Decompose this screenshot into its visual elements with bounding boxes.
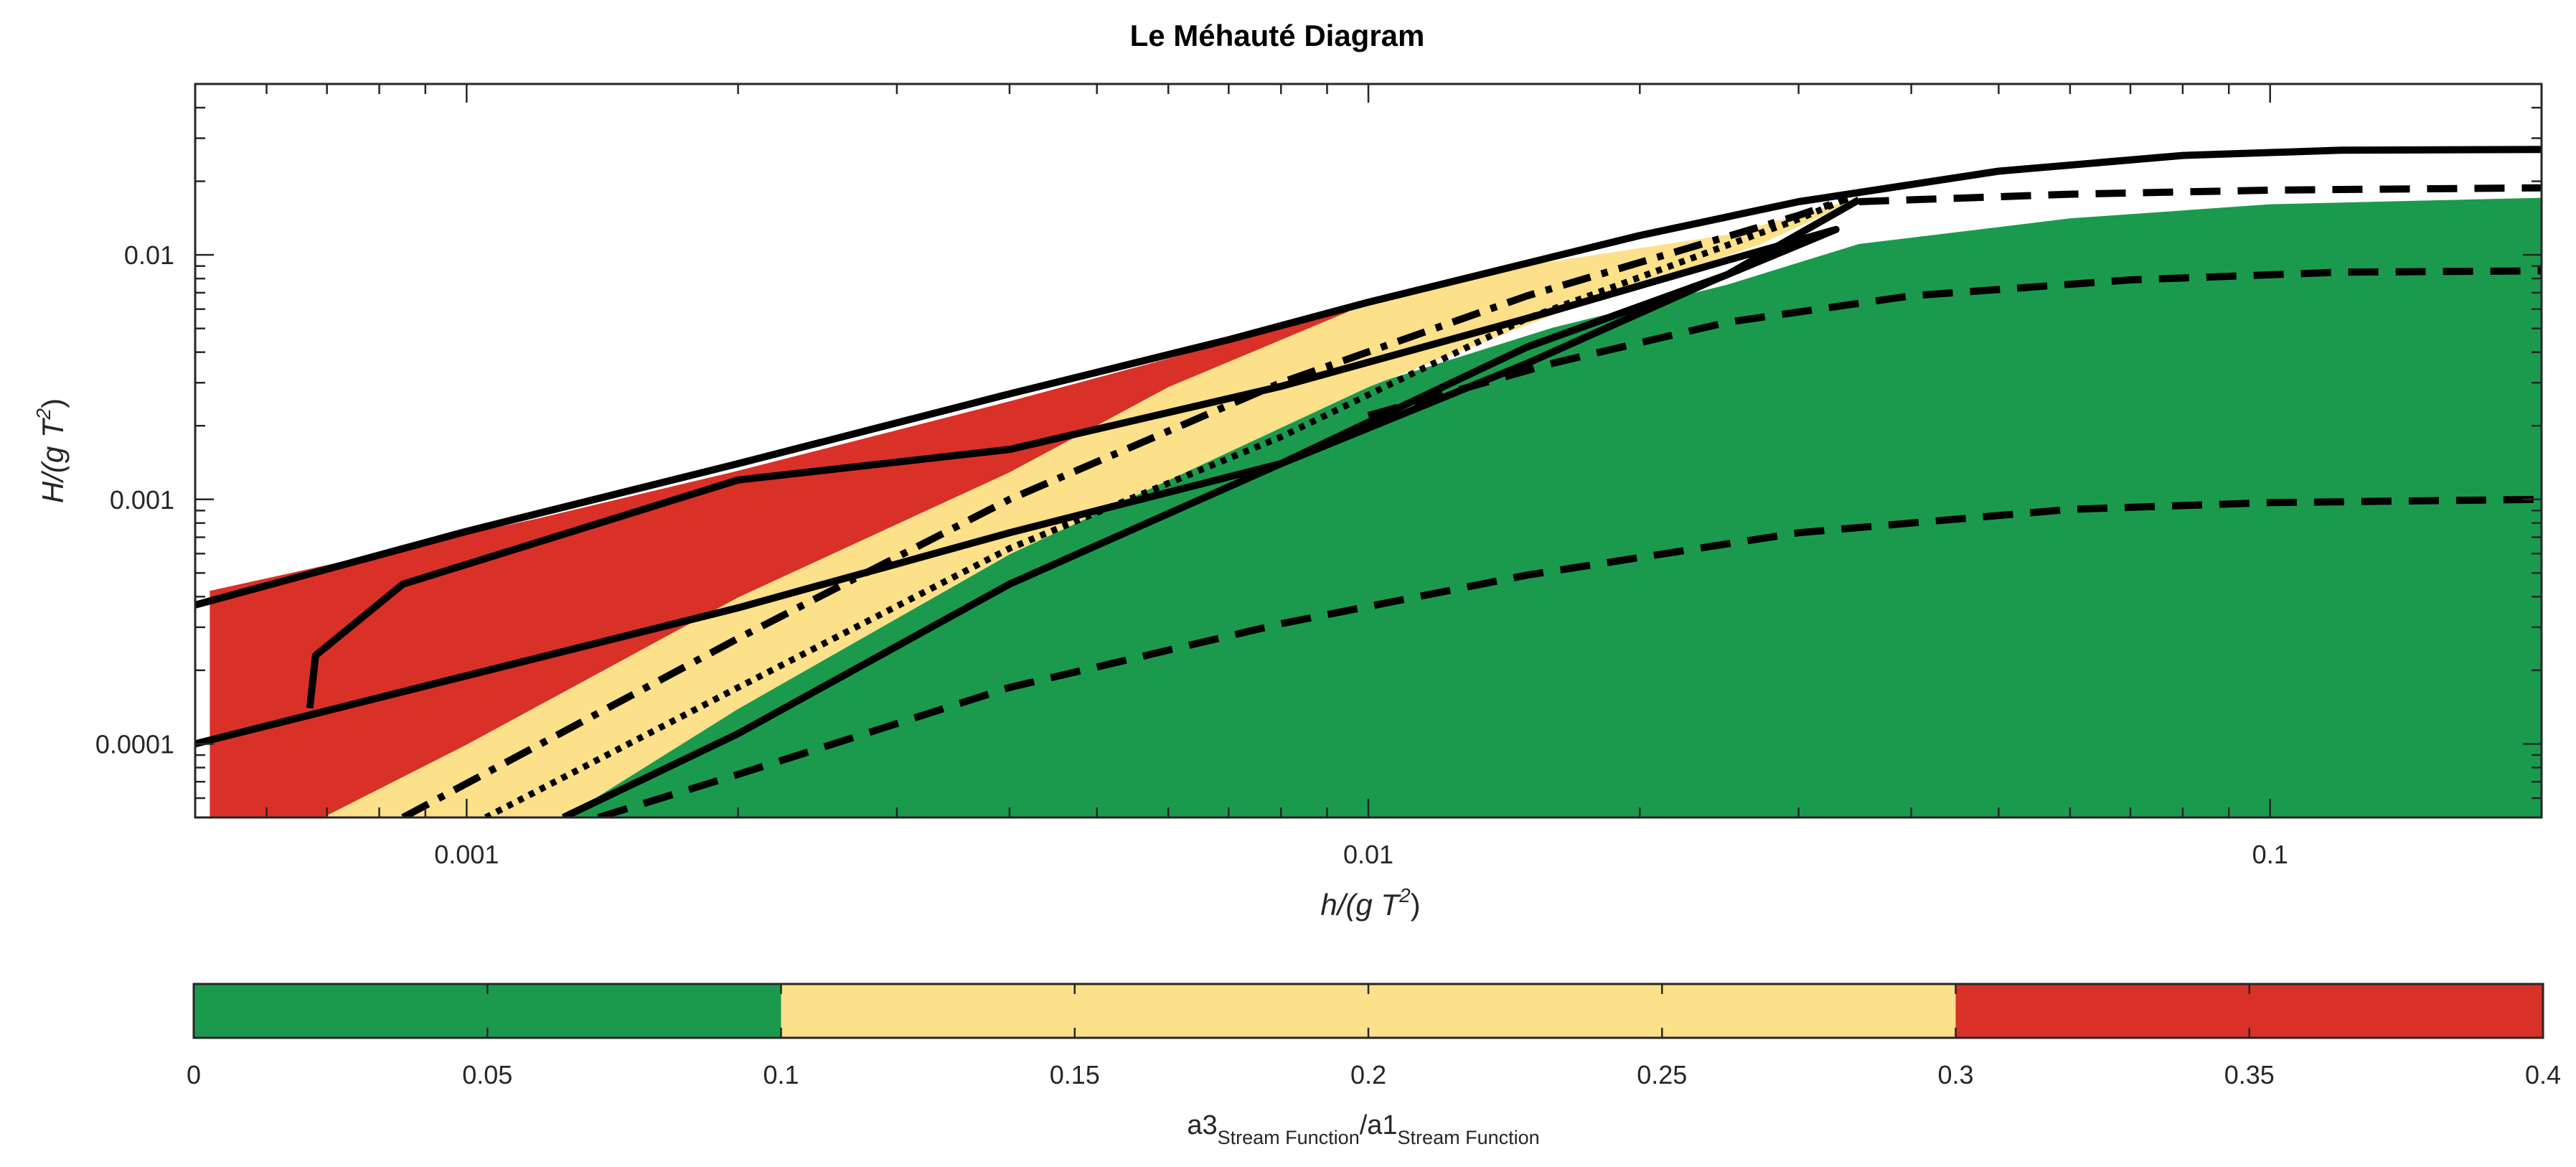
colorbar-tick-label: 0.05 [462,1060,512,1089]
x-axis-title: h/(g T2) [1320,884,1420,922]
chart-title: Le Méhauté Diagram [1130,19,1425,52]
colorbar-label: a3Stream Function/a1Stream Function [1187,1110,1539,1148]
colorbar-label-slash: /a1 [1360,1110,1398,1140]
colorbar-tick-label: 0.4 [2525,1060,2561,1089]
solid-diagonal [561,197,1861,817]
x-tick-label: 0.001 [434,840,499,869]
axis-tick-labels: 0.001 0.01 0.1 0.0001 0.001 0.01 [95,240,2288,869]
dashed-contour-3 [597,495,2542,817]
x-axis-title-end: ) [1411,888,1421,922]
dashed-contour-1 [1858,184,2542,205]
y-axis-title-base: H/(g T [36,417,70,503]
colorbar-ticks: 0 0.05 0.1 0.15 0.2 0.25 0.3 0.35 0.4 [187,984,2561,1089]
colorbar-label-b-sub: Stream Function [1398,1127,1540,1148]
y-tick-label: 0.01 [124,240,174,270]
colorbar-tick-label: 0.2 [1350,1060,1386,1089]
curves-layer [195,146,2542,817]
colorbar-tick-label: 0.1 [763,1060,799,1089]
dotted-boundary [484,195,1849,817]
y-axis-title: H/(g T2) [32,398,70,503]
colorbar-label-a: a3 [1187,1110,1217,1140]
y-tick-label: 0.0001 [95,729,174,759]
x-tick-label: 0.1 [2252,840,2288,869]
colorbar-label-a-sub: Stream Function [1218,1127,1360,1148]
y-axis-title-sup: 2 [32,408,55,420]
breaking-limit [195,146,2542,609]
dashed-contour-2 [1367,267,2542,419]
y-axis-title-end: ) [36,398,70,408]
y-tick-label: 0.001 [110,485,174,515]
colorbar-tick-label: 0.35 [2224,1060,2275,1089]
dash-dot-boundary [401,194,1849,817]
x-tick-label: 0.01 [1343,840,1393,869]
colorbar-tick-label: 0.15 [1050,1060,1100,1089]
x-axis-title-sup: 2 [1399,884,1411,906]
axis-ticks [194,83,2543,819]
colorbar-tick-label: 0.25 [1637,1060,1687,1089]
colorbar-tick-label: 0.3 [1937,1060,1973,1089]
colorbar-tick-label: 0 [187,1060,201,1089]
x-axis-title-base: h/(g T [1320,888,1401,922]
